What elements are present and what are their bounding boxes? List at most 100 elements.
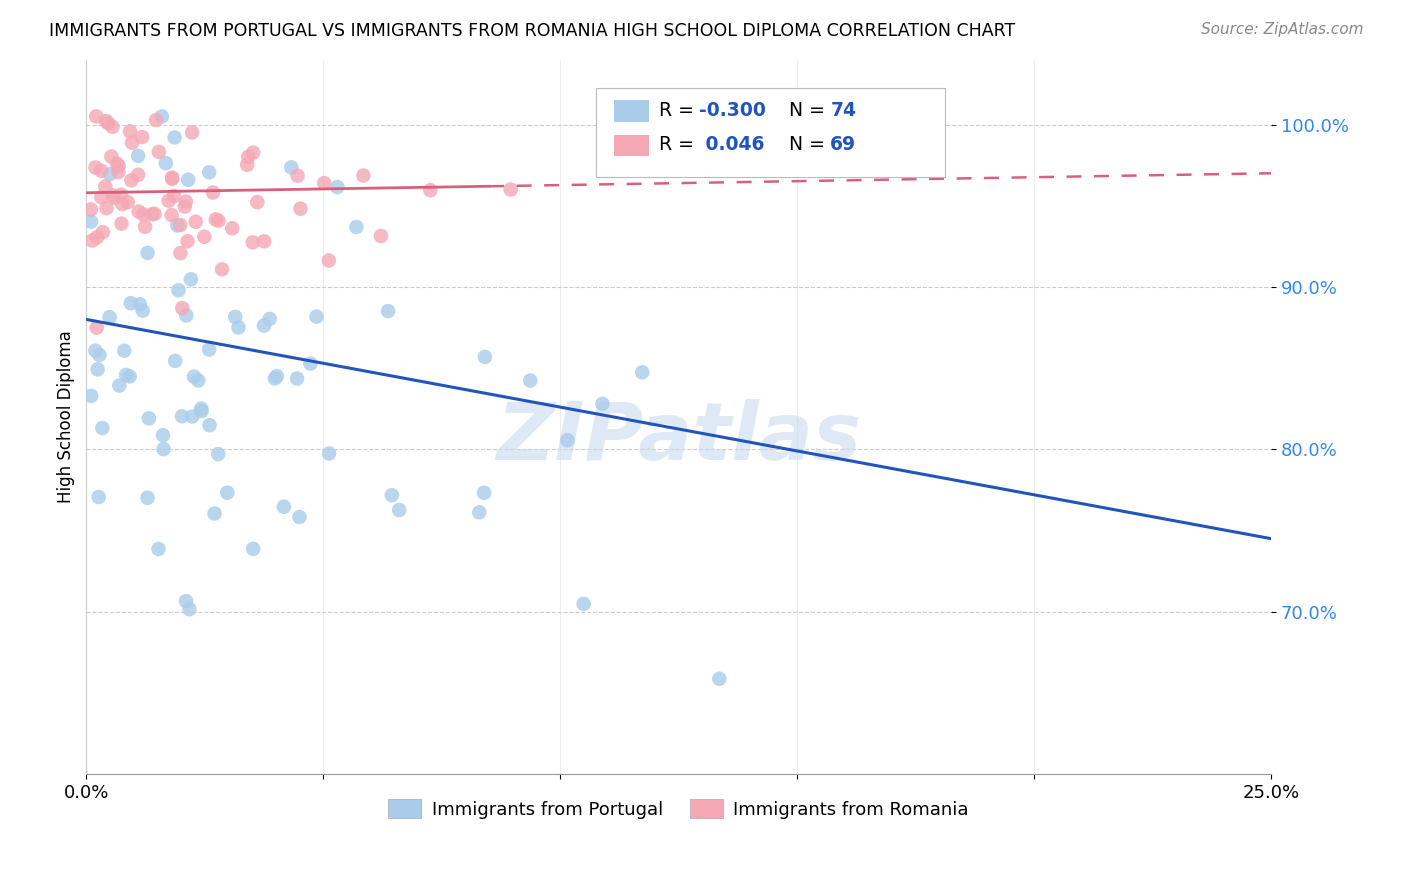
Point — [118, 124, 141, 138]
Point — [105, 156, 128, 170]
Point — [253, 235, 276, 249]
Text: R =: R = — [658, 135, 706, 154]
Point — [157, 194, 180, 208]
Point — [118, 369, 141, 384]
Point — [143, 207, 166, 221]
Point — [179, 602, 201, 616]
Point — [377, 304, 399, 318]
Point — [127, 149, 149, 163]
Point — [187, 374, 209, 388]
Point — [172, 301, 194, 315]
Point — [87, 490, 110, 504]
Point — [253, 318, 276, 333]
Point — [246, 195, 269, 210]
Point — [193, 229, 215, 244]
Point — [148, 145, 170, 159]
Point — [318, 446, 340, 460]
Text: 69: 69 — [831, 135, 856, 154]
Point — [166, 219, 188, 233]
Point — [107, 165, 129, 179]
Point — [152, 442, 174, 457]
Point — [141, 207, 163, 221]
Point — [84, 161, 107, 175]
Point — [499, 182, 522, 196]
Point — [224, 310, 246, 324]
Point — [211, 262, 233, 277]
Text: ZIPatlas: ZIPatlas — [496, 400, 862, 477]
Point — [198, 418, 221, 433]
Point — [236, 158, 259, 172]
Point — [100, 150, 122, 164]
Text: IMMIGRANTS FROM PORTUGAL VS IMMIGRANTS FROM ROMANIA HIGH SCHOOL DIPLOMA CORRELAT: IMMIGRANTS FROM PORTUGAL VS IMMIGRANTS F… — [49, 22, 1015, 40]
Point — [474, 350, 496, 364]
Point — [136, 246, 159, 260]
Text: 0.046: 0.046 — [699, 135, 765, 154]
Point — [180, 272, 202, 286]
Point — [314, 176, 336, 190]
Point — [98, 167, 121, 181]
Point — [91, 225, 114, 239]
Point — [160, 172, 183, 186]
Point — [97, 116, 120, 130]
Point — [111, 197, 134, 211]
Point — [165, 354, 187, 368]
Point — [207, 447, 229, 461]
Text: Source: ZipAtlas.com: Source: ZipAtlas.com — [1201, 22, 1364, 37]
Point — [207, 213, 229, 227]
Point — [344, 219, 367, 234]
Point — [264, 371, 287, 385]
Point — [238, 150, 260, 164]
Point — [163, 130, 186, 145]
Point — [120, 173, 142, 187]
Point — [174, 194, 197, 209]
Point — [112, 343, 135, 358]
Point — [198, 165, 221, 179]
Point — [148, 541, 170, 556]
Point — [101, 188, 124, 202]
Point — [287, 169, 309, 183]
Point — [177, 172, 200, 186]
Point — [190, 401, 212, 416]
Point — [280, 161, 302, 175]
Point — [94, 114, 117, 128]
Point — [136, 491, 159, 505]
Point — [80, 202, 103, 217]
Point — [201, 186, 224, 200]
Point — [107, 159, 129, 173]
Point — [155, 156, 177, 170]
Point — [169, 218, 191, 232]
Point — [134, 219, 156, 234]
FancyBboxPatch shape — [596, 88, 945, 178]
Legend: Immigrants from Portugal, Immigrants from Romania: Immigrants from Portugal, Immigrants fro… — [381, 792, 976, 826]
Point — [288, 510, 311, 524]
Point — [326, 180, 349, 194]
Point — [128, 204, 150, 219]
Point — [381, 488, 404, 502]
Point — [221, 221, 243, 235]
Point — [352, 169, 374, 183]
Text: -0.300: -0.300 — [699, 101, 766, 120]
Point — [150, 110, 173, 124]
Point — [90, 163, 112, 178]
Point — [318, 253, 340, 268]
Point — [472, 486, 495, 500]
Point — [104, 191, 127, 205]
Point — [176, 309, 198, 323]
Point — [163, 189, 186, 203]
Point — [290, 202, 312, 216]
Point — [419, 183, 441, 197]
Point — [181, 125, 204, 139]
Point — [84, 343, 107, 358]
Point — [259, 312, 281, 326]
Point — [370, 229, 392, 244]
Point — [121, 136, 143, 150]
Point — [91, 421, 114, 435]
Point — [101, 120, 124, 134]
Text: N =: N = — [789, 135, 831, 154]
Text: 74: 74 — [831, 101, 856, 120]
Point — [131, 130, 153, 145]
Point — [117, 195, 139, 210]
Text: R =: R = — [658, 101, 699, 120]
Point — [96, 201, 118, 215]
Point — [228, 320, 250, 334]
